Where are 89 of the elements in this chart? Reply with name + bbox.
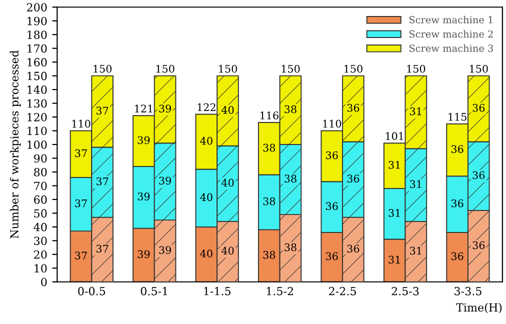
x-axis-title: Time(H) <box>456 303 502 314</box>
annotation: 31 <box>410 180 422 188</box>
annotation: 40 <box>221 178 234 187</box>
y-tick-label: 90 <box>34 154 47 163</box>
annotation: 37 <box>96 244 108 253</box>
total-label: 150 <box>282 64 300 73</box>
annotation: 38 <box>263 144 276 152</box>
annotation: 40 <box>221 106 234 114</box>
x-tick-label: 0.5-1 <box>140 286 168 296</box>
annotation: 36 <box>326 151 338 160</box>
y-tick-label: 80 <box>34 168 47 176</box>
annotation: 38 <box>263 250 276 259</box>
total-label: 122 <box>198 103 216 112</box>
annotation: 37 <box>75 199 87 208</box>
y-tick-label: 0 <box>41 278 47 286</box>
annotation: 36 <box>347 174 360 183</box>
annotation: 39 <box>138 136 150 144</box>
x-tick-label: 2-2.5 <box>329 286 356 296</box>
annotation: 36 <box>451 145 464 154</box>
y-tick-label: 100 <box>28 140 47 149</box>
annotation: 36 <box>347 104 360 112</box>
total-label: 101 <box>386 132 404 140</box>
legend-label: Screw machine 1 <box>409 16 492 24</box>
annotation: 36 <box>347 244 360 253</box>
annotation: 40 <box>200 250 212 258</box>
annotation: 37 <box>75 252 87 260</box>
x-tick-label: 3-3.5 <box>454 286 482 296</box>
y-tick-label: 20 <box>34 250 47 259</box>
annotation: 31 <box>388 160 400 169</box>
annotation: 40 <box>221 246 234 255</box>
annotation: 39 <box>159 246 171 254</box>
annotation: 36 <box>326 252 338 260</box>
y-tick-label: 130 <box>28 99 47 108</box>
y-tick-label: 50 <box>34 209 47 218</box>
annotation: 37 <box>96 177 108 186</box>
annotation: 39 <box>159 176 171 185</box>
x-tick-label: 2.5-3 <box>392 286 419 296</box>
annotation: 38 <box>284 243 296 252</box>
y-tick-label: 70 <box>34 182 47 190</box>
y-tick-label: 30 <box>34 236 47 246</box>
annotation: 36 <box>472 171 485 180</box>
total-label: 121 <box>135 104 152 112</box>
annotation: 37 <box>96 106 108 115</box>
annotation: 36 <box>472 104 485 112</box>
total-label: 110 <box>323 120 342 128</box>
total-label: 150 <box>470 64 488 73</box>
total-label: 150 <box>219 64 238 73</box>
y-tick-label: 40 <box>34 222 47 232</box>
annotation: 38 <box>284 105 296 114</box>
y-tick-label: 160 <box>28 58 47 66</box>
annotation: 31 <box>388 256 400 264</box>
x-tick-label: 0-0.5 <box>78 286 106 296</box>
annotation: 38 <box>263 197 276 206</box>
y-tick-label: 110 <box>28 126 47 136</box>
total-label: 150 <box>344 64 362 73</box>
total-label: 150 <box>94 64 112 73</box>
annotation: 40 <box>200 193 212 202</box>
annotation: 31 <box>388 209 400 217</box>
total-label: 115 <box>448 112 466 121</box>
y-tick-label: 140 <box>28 86 47 94</box>
annotation: 36 <box>472 241 485 250</box>
legend-label: Screw machine 2 <box>409 30 493 38</box>
y-tick-label: 200 <box>27 3 47 12</box>
y-tick-label: 180 <box>28 30 47 39</box>
total-label: 150 <box>156 64 174 73</box>
y-tick-label: 120 <box>28 113 47 122</box>
y-tick-label: 190 <box>28 16 47 26</box>
y-tick-label: 150 <box>28 72 47 80</box>
annotation: 39 <box>138 250 150 258</box>
y-tick-label: 170 <box>28 44 47 53</box>
annotation: 39 <box>159 104 171 112</box>
total-label: 110 <box>72 120 90 128</box>
legend-label: Screw machine 3 <box>409 44 493 52</box>
y-tick-label: 60 <box>34 195 47 204</box>
annotation: 31 <box>410 107 422 116</box>
annotation: 38 <box>284 174 296 183</box>
y-axis-title: Number of workpieces processed <box>10 50 21 238</box>
annotation: 37 <box>75 149 87 158</box>
x-tick-label: 1-1.5 <box>204 286 230 296</box>
annotation: 40 <box>200 136 212 145</box>
y-tick-label: 10 <box>34 264 47 273</box>
total-label: 150 <box>407 64 426 73</box>
annotation: 31 <box>410 246 422 255</box>
annotation: 36 <box>451 199 464 208</box>
annotation: 36 <box>326 202 338 210</box>
x-tick-label: 1.5-2 <box>266 286 293 296</box>
total-label: 116 <box>260 112 278 120</box>
annotation: 39 <box>138 192 150 200</box>
annotation: 36 <box>451 252 464 260</box>
